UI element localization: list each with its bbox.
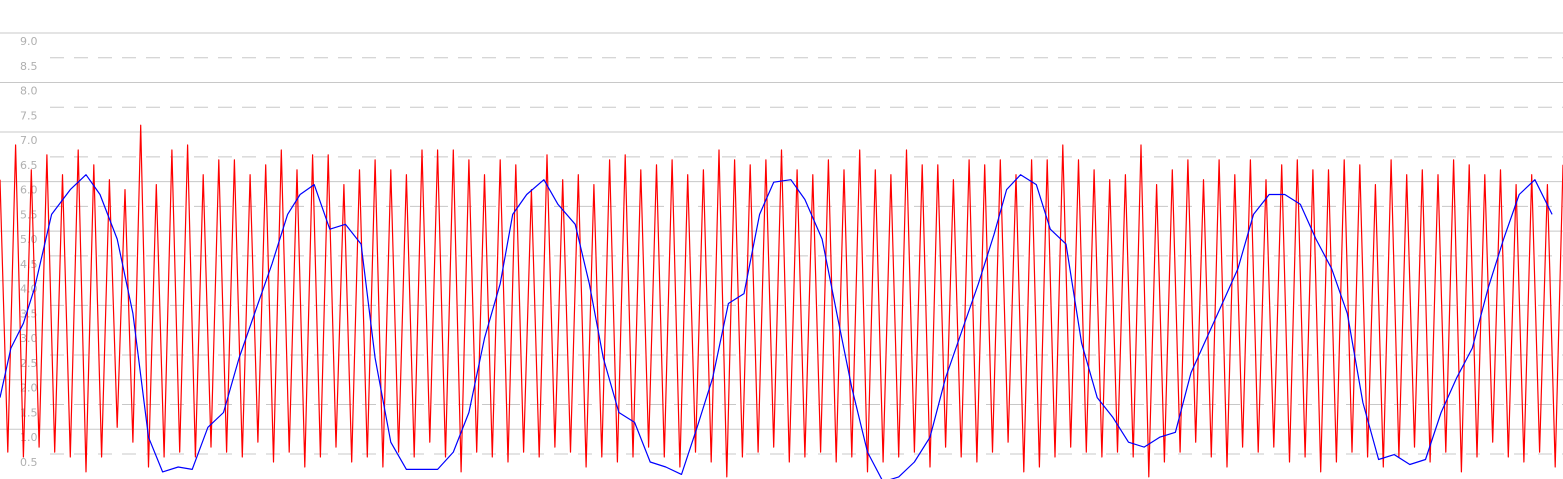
y-tick-label: 2.5 xyxy=(20,357,38,370)
y-tick-label: 6.0 xyxy=(20,184,38,197)
series-line-red xyxy=(0,124,1563,478)
y-tick-label: 7.5 xyxy=(20,109,38,122)
y-tick-label: 5.5 xyxy=(20,208,38,221)
y-tick-label: 8.5 xyxy=(20,60,38,73)
y-tick-label: 0.5 xyxy=(20,456,38,469)
y-tick-label: 2.0 xyxy=(20,382,38,395)
grid-lines xyxy=(0,32,1563,455)
y-tick-label: 8.0 xyxy=(20,85,38,98)
y-tick-label: 9.0 xyxy=(20,35,38,48)
y-tick-label: 3.5 xyxy=(20,307,38,320)
y-tick-label: 6.5 xyxy=(20,159,38,172)
series-line-blue xyxy=(0,174,1553,479)
chart-series xyxy=(0,124,1563,479)
y-tick-label: 3.0 xyxy=(20,332,38,345)
y-tick-label: 7.0 xyxy=(20,134,38,147)
